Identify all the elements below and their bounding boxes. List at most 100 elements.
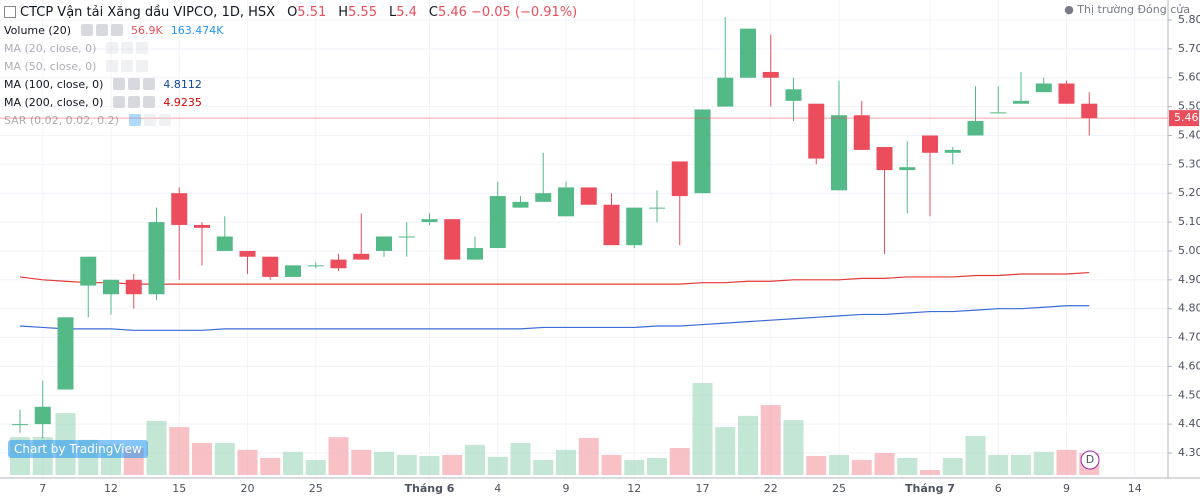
volume-bar bbox=[920, 469, 940, 475]
volume-bar bbox=[806, 456, 827, 475]
indicator-row: MA (100, close, 0) 4.8112 bbox=[4, 75, 577, 93]
indicator-row: MA (50, close, 0) bbox=[4, 57, 577, 75]
indicator-row: MA (20, close, 0) bbox=[4, 39, 577, 57]
remove-icon[interactable] bbox=[111, 24, 123, 36]
symbol-title[interactable]: CTCP Vận tải Xăng dầu VIPCO, 1D, HSX bbox=[20, 4, 276, 20]
candle-body bbox=[34, 406, 51, 425]
settings-icon[interactable] bbox=[121, 60, 134, 72]
candle-body bbox=[307, 265, 324, 267]
candle-body bbox=[808, 103, 825, 159]
indicator-name: MA (20, close, 0) bbox=[4, 41, 97, 55]
y-tick-label: 4.40 bbox=[1178, 417, 1200, 430]
indicator-row: MA (200, close, 0) 4.9235 bbox=[4, 93, 577, 111]
candle-body bbox=[353, 253, 370, 260]
candle-body bbox=[967, 121, 984, 136]
eye-icon[interactable] bbox=[128, 114, 141, 126]
candle-body bbox=[740, 28, 756, 78]
candle-body bbox=[330, 259, 347, 269]
y-tick-label: 5.80 bbox=[1178, 13, 1200, 26]
y-tick-label: 4.90 bbox=[1178, 273, 1200, 286]
candle-body bbox=[239, 250, 256, 257]
volume-bar bbox=[283, 451, 303, 475]
candle-body bbox=[876, 147, 893, 171]
eye-icon[interactable] bbox=[113, 96, 126, 108]
candle-body bbox=[262, 256, 279, 277]
volume-bar bbox=[692, 383, 713, 475]
candle-body bbox=[626, 207, 643, 246]
volume-bar bbox=[669, 447, 690, 475]
x-tick-label: 17 bbox=[696, 482, 710, 495]
x-tick-label: 22 bbox=[764, 482, 778, 495]
candle-body bbox=[489, 196, 506, 249]
settings-icon[interactable] bbox=[128, 78, 141, 90]
indicator-row: Volume (20) 56.9K 163.474K bbox=[4, 21, 577, 39]
volume-bar bbox=[897, 457, 918, 475]
volume-bar bbox=[965, 435, 986, 475]
x-tick-label: 14 bbox=[1128, 482, 1142, 495]
candle-body bbox=[558, 187, 574, 217]
candle-body bbox=[444, 219, 461, 260]
x-tick-label: 9 bbox=[563, 482, 570, 495]
eye-icon[interactable] bbox=[81, 24, 93, 36]
candle-body bbox=[194, 224, 210, 228]
volume-bar bbox=[305, 459, 326, 475]
eye-icon[interactable] bbox=[113, 78, 126, 90]
ohlc-key: H bbox=[338, 4, 349, 20]
x-tick-label: 20 bbox=[241, 482, 255, 495]
volume-bar bbox=[1033, 451, 1054, 475]
remove-icon[interactable] bbox=[143, 78, 156, 90]
volume-bar bbox=[578, 437, 599, 475]
market-status-text: Thị trường Đóng cửa bbox=[1077, 3, 1190, 16]
candle-body bbox=[535, 193, 552, 202]
settings-icon[interactable] bbox=[143, 114, 156, 126]
y-tick-label: 4.60 bbox=[1178, 359, 1200, 372]
eye-icon[interactable] bbox=[106, 42, 119, 54]
volume-bar bbox=[487, 456, 508, 475]
candle-body bbox=[762, 71, 779, 78]
ohlc-key: C bbox=[428, 4, 438, 20]
x-tick-label: 25 bbox=[832, 482, 846, 495]
candle-body bbox=[376, 236, 392, 251]
settings-icon[interactable] bbox=[96, 24, 108, 36]
x-tick-label: 7 bbox=[39, 482, 46, 495]
last-price-label: 5.46 bbox=[1174, 111, 1199, 124]
volume-bar bbox=[942, 457, 963, 475]
volume-bar bbox=[533, 459, 554, 475]
volume-bar bbox=[374, 451, 394, 475]
volume-bar bbox=[260, 457, 281, 475]
candle-body bbox=[603, 204, 620, 246]
volume-bar bbox=[851, 459, 872, 475]
volume-bar bbox=[738, 415, 758, 475]
remove-icon[interactable] bbox=[136, 42, 149, 54]
x-tick-label: 15 bbox=[172, 482, 186, 495]
volume-bar bbox=[169, 427, 190, 475]
volume-bar bbox=[874, 452, 895, 475]
remove-icon[interactable] bbox=[136, 60, 149, 72]
y-tick-label: 5.10 bbox=[1178, 215, 1200, 228]
settings-icon[interactable] bbox=[128, 96, 141, 108]
candle-body bbox=[512, 201, 529, 208]
remove-icon[interactable] bbox=[158, 114, 171, 126]
candle-body bbox=[103, 279, 119, 295]
candle-body bbox=[125, 279, 142, 295]
remove-icon[interactable] bbox=[143, 96, 156, 108]
watermark-text: Chart by TradingView bbox=[14, 442, 142, 456]
ma-line bbox=[19, 271, 1090, 285]
y-tick-label: 5.40 bbox=[1178, 128, 1200, 141]
candle-body bbox=[717, 77, 734, 107]
eye-icon[interactable] bbox=[106, 60, 119, 72]
volume-bar bbox=[214, 442, 235, 475]
x-tick-label: 25 bbox=[309, 482, 323, 495]
settings-icon[interactable] bbox=[121, 42, 134, 54]
x-tick-label: 12 bbox=[627, 482, 641, 495]
dividend-badge bbox=[1080, 450, 1100, 470]
candle-body bbox=[148, 222, 165, 295]
candle-body bbox=[467, 248, 483, 260]
volume-bar bbox=[829, 454, 849, 475]
y-tick-label: 4.80 bbox=[1178, 302, 1200, 315]
plot-bg bbox=[0, 0, 1168, 478]
volume-bar bbox=[192, 442, 212, 475]
collapse-box[interactable] bbox=[4, 6, 16, 18]
